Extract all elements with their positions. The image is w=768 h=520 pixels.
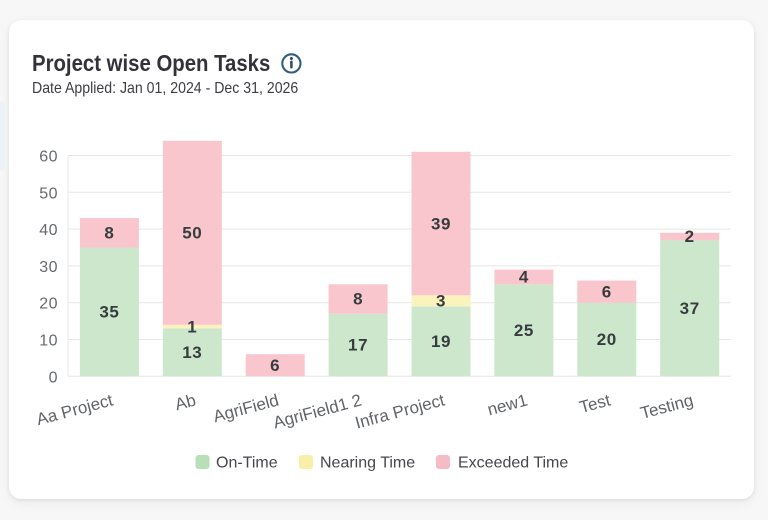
svg-text:40: 40 [39,222,58,239]
svg-text:19: 19 [431,332,451,351]
svg-text:Infra Project: Infra Project [353,390,447,432]
svg-text:0: 0 [49,369,58,386]
svg-text:On-Time: On-Time [216,455,278,472]
svg-text:60: 60 [39,149,58,166]
svg-text:20: 20 [39,296,58,313]
svg-text:Test: Test [577,390,612,416]
svg-text:50: 50 [182,224,202,243]
svg-text:35: 35 [99,303,119,322]
svg-text:25: 25 [514,321,534,340]
svg-text:4: 4 [519,268,529,287]
svg-text:39: 39 [431,214,451,233]
svg-text:AgriField1 2: AgriField1 2 [271,391,364,433]
svg-text:Exceeded Time: Exceeded Time [458,455,568,472]
svg-text:50: 50 [39,185,58,202]
svg-text:20: 20 [597,330,617,349]
svg-text:AgriField: AgriField [211,391,281,427]
svg-text:3: 3 [436,292,446,311]
svg-text:6: 6 [270,356,280,375]
svg-text:Testing: Testing [638,391,695,423]
svg-text:37: 37 [680,299,700,318]
svg-text:1: 1 [187,317,197,336]
svg-text:6: 6 [602,282,612,301]
svg-text:30: 30 [39,259,58,276]
svg-text:8: 8 [353,290,363,309]
svg-text:10: 10 [39,333,58,350]
svg-text:13: 13 [182,343,202,362]
svg-text:8: 8 [104,224,114,243]
svg-text:17: 17 [348,336,368,355]
svg-text:Ab: Ab [173,391,198,415]
svg-text:2: 2 [685,227,695,246]
svg-text:Nearing Time: Nearing Time [320,455,415,472]
svg-text:new1: new1 [485,391,529,420]
svg-text:Aa Project: Aa Project [34,390,115,429]
